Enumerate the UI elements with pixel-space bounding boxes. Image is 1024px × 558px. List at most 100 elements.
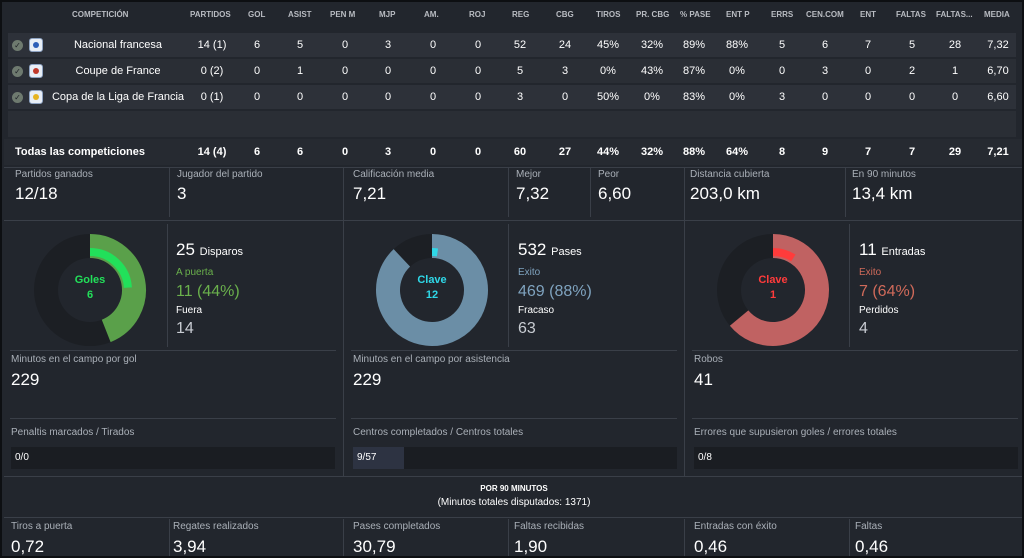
table-cell: 0 bbox=[561, 91, 569, 103]
table-cell: 0 bbox=[951, 91, 959, 103]
per90-fouls-label: Faltas bbox=[855, 521, 883, 532]
total-cell: 0 bbox=[341, 146, 349, 158]
crosses-label: Centros completados / Centros totales bbox=[353, 427, 524, 438]
avg-rating-value: 7,21 bbox=[353, 184, 387, 203]
table-row[interactable]: ✓ Nacional francesa 14 (1) 6 5 0 3 0 0 52 24 45% 32%… bbox=[8, 33, 1016, 57]
shots-total-value: 25 bbox=[176, 240, 195, 259]
col-header[interactable]: AM. bbox=[424, 10, 439, 19]
col-header[interactable]: GOL bbox=[248, 10, 266, 19]
passes-success-value: 469 (88%) bbox=[518, 283, 592, 300]
passes-donut-label: Clave bbox=[417, 274, 447, 286]
player-of-match-label: Jugador del partido bbox=[177, 169, 263, 180]
table-cell: 2 bbox=[908, 65, 916, 77]
donut-inner-arc bbox=[89, 248, 132, 289]
row-select-checkbox[interactable]: ✓ bbox=[12, 92, 23, 103]
passes-total: 532 Pases bbox=[518, 240, 582, 260]
total-cell: 29 bbox=[948, 146, 962, 158]
divider bbox=[684, 519, 685, 556]
competition-name[interactable]: Copa de la Liga de Francia bbox=[51, 91, 185, 103]
worst-rating-label: Peor bbox=[598, 169, 620, 180]
table-cell: 50% bbox=[596, 91, 620, 103]
per90-dribbles-label: Regates realizados bbox=[173, 521, 259, 532]
row-select-checkbox[interactable]: ✓ bbox=[12, 40, 23, 51]
divider bbox=[10, 418, 336, 419]
errors-label: Errores que supusieron goles / errores t… bbox=[694, 427, 897, 438]
per90-shots-on-target-value: 0,72 bbox=[11, 537, 45, 556]
per90-shots-on-target-label: Tiros a puerta bbox=[11, 521, 73, 532]
shots-fail-value: 14 bbox=[176, 320, 194, 337]
total-cell: 44% bbox=[596, 146, 620, 158]
total-cell: 88% bbox=[682, 146, 706, 158]
table-cell: 3 bbox=[516, 91, 524, 103]
passes-total-value: 532 bbox=[518, 240, 547, 259]
table-cell: 28 bbox=[948, 39, 962, 51]
shots-donut-chart bbox=[34, 234, 146, 346]
tackles-donut-label: Clave bbox=[758, 274, 788, 286]
tackles-success-label: Exito bbox=[859, 267, 882, 278]
divider bbox=[4, 517, 1022, 518]
total-cell: 3 bbox=[384, 146, 392, 158]
divider bbox=[590, 167, 591, 217]
col-header[interactable]: PARTIDOS bbox=[190, 10, 231, 19]
table-cell: 88% bbox=[725, 39, 749, 51]
penalties-bar: 0/0 bbox=[11, 447, 335, 469]
col-header[interactable]: PEN M bbox=[330, 10, 356, 19]
competition-name[interactable]: Nacional francesa bbox=[73, 39, 163, 51]
col-header[interactable]: PR. CBG bbox=[636, 10, 670, 19]
col-header[interactable]: TIROS bbox=[596, 10, 621, 19]
table-cell: 0 (2) bbox=[200, 65, 224, 77]
worst-rating-value: 6,60 bbox=[598, 184, 632, 203]
shots-donut-label: Goles bbox=[74, 274, 106, 286]
table-cell: 0% bbox=[644, 91, 660, 103]
divider bbox=[849, 224, 850, 347]
penalties-bar-value: 0/0 bbox=[15, 452, 29, 463]
table-cell: 0 bbox=[341, 91, 349, 103]
table-cell: 83% bbox=[682, 91, 706, 103]
table-cell: 0 bbox=[429, 65, 437, 77]
col-header[interactable]: ASIST bbox=[288, 10, 312, 19]
col-header[interactable]: COMPETICIÓN bbox=[72, 10, 129, 19]
col-header[interactable]: FALTAS... bbox=[936, 10, 973, 19]
matches-won-value: 12/18 bbox=[15, 184, 58, 203]
divider bbox=[167, 224, 168, 347]
competition-name[interactable]: Coupe de France bbox=[75, 65, 161, 77]
table-cell: 0 bbox=[253, 91, 261, 103]
table-cell: 3 bbox=[778, 91, 786, 103]
minutes-per-assist-value: 229 bbox=[353, 370, 382, 389]
col-header[interactable]: CEN.COM bbox=[806, 10, 844, 19]
col-header[interactable]: CBG bbox=[556, 10, 574, 19]
distance-value: 203,0 km bbox=[690, 184, 760, 203]
col-header[interactable]: REG bbox=[512, 10, 530, 19]
table-row[interactable]: ✓ Copa de la Liga de Francia 0 (1) 0 0 0 0 0 0 3 0… bbox=[8, 85, 1016, 109]
divider bbox=[343, 519, 344, 556]
table-spacer bbox=[8, 111, 1016, 137]
col-header[interactable]: ERRS bbox=[771, 10, 794, 19]
shots-total-label: Disparos bbox=[199, 246, 244, 258]
col-header[interactable]: % PASE bbox=[680, 10, 711, 19]
total-cell: 6 bbox=[253, 146, 261, 158]
divider bbox=[508, 167, 509, 217]
tackles-donut-chart bbox=[717, 234, 829, 346]
per90-fouls-received-value: 1,90 bbox=[514, 537, 548, 556]
col-header[interactable]: ROJ bbox=[469, 10, 486, 19]
table-cell: 5 bbox=[778, 39, 786, 51]
col-header[interactable]: ENT bbox=[860, 10, 876, 19]
col-header[interactable]: FALTAS bbox=[896, 10, 926, 19]
crosses-bar: 9/57 bbox=[353, 447, 677, 469]
table-cell: 0 bbox=[341, 65, 349, 77]
total-cell: 7 bbox=[908, 146, 916, 158]
best-rating-value: 7,32 bbox=[516, 184, 550, 203]
divider bbox=[351, 418, 677, 419]
table-cell: 6 bbox=[821, 39, 829, 51]
col-header[interactable]: MJP bbox=[379, 10, 396, 19]
table-cell: 0 bbox=[429, 39, 437, 51]
minutes-per-goal-value: 229 bbox=[11, 370, 40, 389]
col-header[interactable]: ENT P bbox=[726, 10, 750, 19]
per90-fouls-received-label: Faltas recibidas bbox=[514, 521, 585, 532]
table-row[interactable]: ✓ Coupe de France 0 (2) 0 1 0 0 0 0 5 3 0% 43% 87% 0% 0… bbox=[8, 59, 1016, 83]
passes-fail-value: 63 bbox=[518, 320, 536, 337]
row-select-checkbox[interactable]: ✓ bbox=[12, 66, 23, 77]
donut-outer-arc bbox=[89, 234, 146, 343]
passes-total-label: Pases bbox=[551, 246, 582, 258]
col-header[interactable]: MEDIA bbox=[984, 10, 1010, 19]
